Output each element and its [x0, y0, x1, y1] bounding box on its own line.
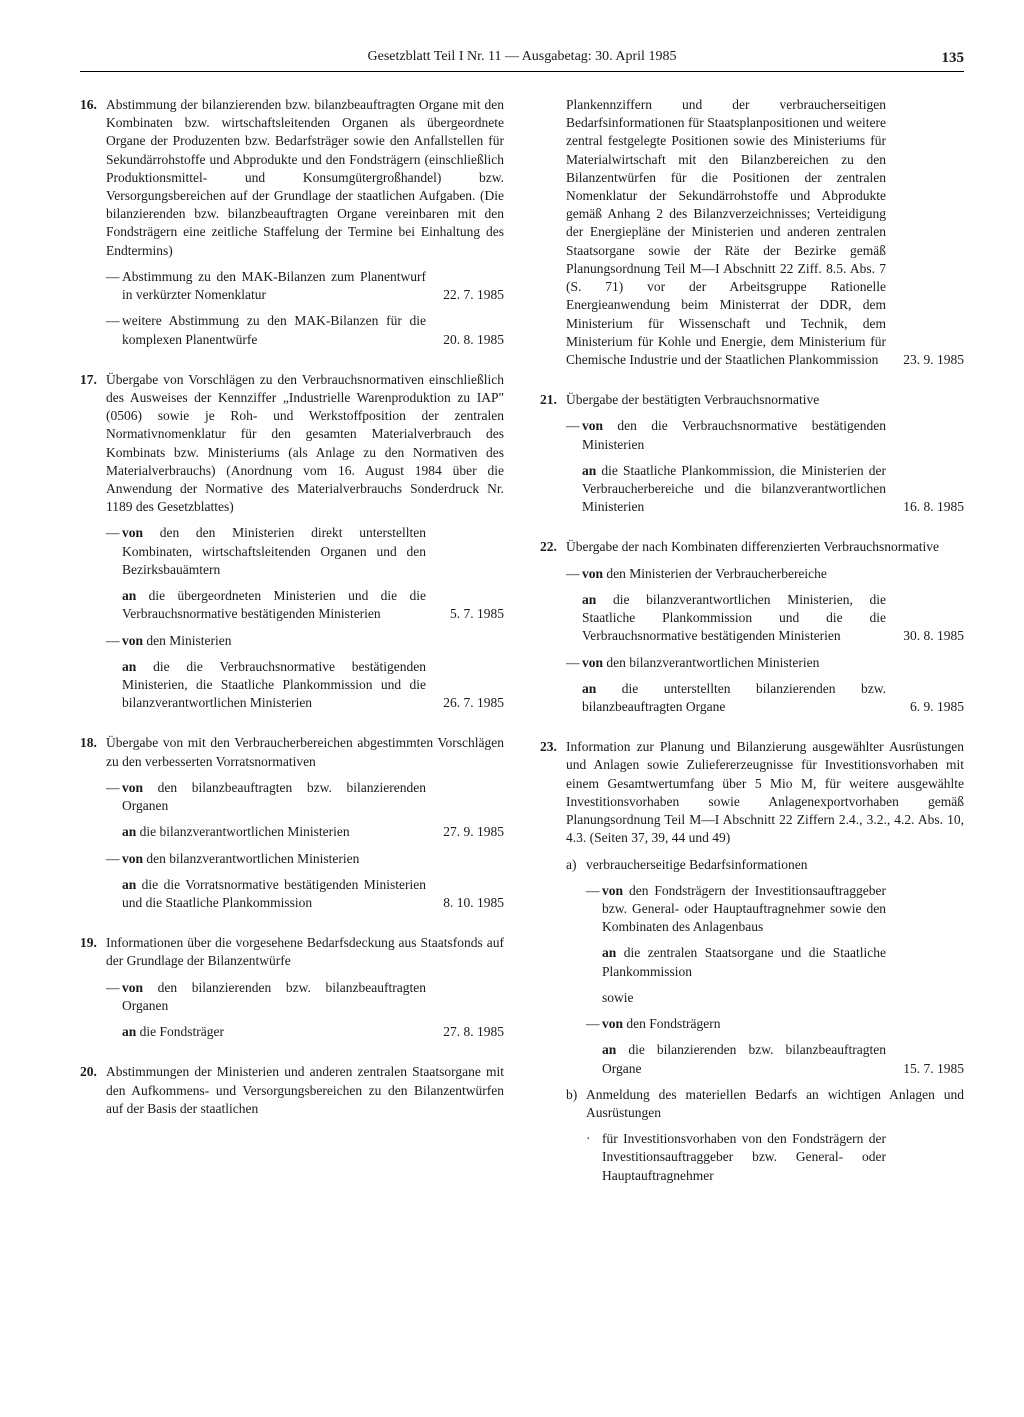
sub-text: von den bilanzierenden bzw. bilanzbeauft… — [122, 979, 426, 1042]
numbered-item: 23.Information zur Planung und Bilanzier… — [540, 738, 964, 1185]
sub-item: —von den Ministerienan die die Verbrauch… — [106, 632, 504, 713]
sub-text: weitere Abstimmung zu den MAK-Bilanzen f… — [122, 312, 426, 348]
sub-text: von den den Ministerien direkt unterstel… — [122, 524, 426, 623]
item-body: Abstimmung der bilanzierenden bzw. bilan… — [106, 96, 504, 349]
item-number: 22. — [540, 538, 566, 716]
sub-item: —von den bilanzbeauftragten bzw. bilanzi… — [106, 779, 504, 842]
sub-text: von den die Verbrauchsnormative bestätig… — [582, 417, 886, 516]
sub-text: von den Fondsträgernan die bilanzierende… — [602, 1015, 886, 1078]
header-title: Gesetzblatt Teil I Nr. 11 — Ausgabetag: … — [368, 48, 677, 67]
sub-item: —von den den Ministerien direkt unterste… — [106, 524, 504, 623]
letter-marker: a) — [566, 856, 586, 1078]
deadline-date: 22. 7. 1985 — [426, 286, 504, 304]
dash-marker: — — [106, 632, 122, 713]
dash-marker: — — [106, 850, 122, 913]
dash-marker: — — [566, 654, 582, 717]
deadline-date: 8. 10. 1985 — [426, 894, 504, 912]
sub-text: von den bilanzbeauftragten bzw. bilanzie… — [122, 779, 426, 842]
numbered-item: 17.Übergabe von Vorschlägen zu den Verbr… — [80, 371, 504, 713]
sub-text: Abstimmung zu den MAK-Bilanzen zum Plane… — [122, 268, 426, 304]
numbered-item: 16.Abstimmung der bilanzierenden bzw. bi… — [80, 96, 504, 349]
letter-marker: b) — [566, 1086, 586, 1185]
item-body: Übergabe von Vorschlägen zu den Verbrauc… — [106, 371, 504, 713]
deadline-date: 5. 7. 1985 — [426, 605, 504, 623]
content-columns: 16.Abstimmung der bilanzierenden bzw. bi… — [80, 96, 964, 1356]
numbered-item: 20.Abstimmungen der Ministerien und ande… — [80, 1063, 504, 1118]
sub-item: —Abstimmung zu den MAK-Bilanzen zum Plan… — [106, 268, 504, 304]
dash-marker: — — [106, 524, 122, 623]
item-number: 17. — [80, 371, 106, 713]
letter-item: b)Anmeldung des materiellen Bedarfs an w… — [566, 1086, 964, 1185]
sub-text: von den Ministerienan die die Verbrauchs… — [122, 632, 426, 713]
letter-body: verbraucherseitige Bedarfsinformationen—… — [586, 856, 964, 1078]
item-body: Informationen über die vorgesehene Bedar… — [106, 934, 504, 1041]
sub-item: —von den bilanzverantwortlichen Minister… — [566, 654, 964, 717]
dash-marker: — — [586, 882, 602, 1007]
letter-body: Anmeldung des materiellen Bedarfs an wic… — [586, 1086, 964, 1185]
sub-item: —von den Fondsträgern der Investitionsau… — [586, 882, 964, 1007]
deadline-date: 20. 8. 1985 — [426, 331, 504, 349]
letter-item: a)verbraucherseitige Bedarfsinformatione… — [566, 856, 964, 1078]
item-number: 19. — [80, 934, 106, 1041]
sub-text: von den bilanzverantwortlichen Ministeri… — [582, 654, 886, 717]
deadline-date: 16. 8. 1985 — [886, 498, 964, 516]
deadline-date: 30. 8. 1985 — [886, 627, 964, 645]
sub-text: für Investitionsvorhaben von den Fondstr… — [602, 1130, 886, 1185]
item-number: 20. — [80, 1063, 106, 1118]
deadline-date: 26. 7. 1985 — [426, 694, 504, 712]
sub-item: ·für Investitionsvorhaben von den Fondst… — [586, 1130, 964, 1185]
dash-marker: — — [106, 979, 122, 1042]
sub-item: —von den die Verbrauchsnormative bestäti… — [566, 417, 964, 516]
dash-marker: — — [586, 1015, 602, 1078]
dash-marker: — — [566, 565, 582, 646]
sub-item: —von den bilanzierenden bzw. bilanzbeauf… — [106, 979, 504, 1042]
deadline-date: 27. 9. 1985 — [426, 823, 504, 841]
item-number: 16. — [80, 96, 106, 349]
sub-item: —weitere Abstimmung zu den MAK-Bilanzen … — [106, 312, 504, 348]
page-number: 135 — [942, 48, 965, 68]
deadline-date: 15. 7. 1985 — [886, 1060, 964, 1078]
item-body: Übergabe der bestätigten Verbrauchsnorma… — [566, 391, 964, 516]
item-body: Abstimmungen der Ministerien und anderen… — [106, 1063, 504, 1118]
numbered-item: 21.Übergabe der bestätigten Verbrauchsno… — [540, 391, 964, 516]
item-body: Information zur Planung und Bilanzierung… — [566, 738, 964, 1185]
deadline-date: 6. 9. 1985 — [886, 698, 964, 716]
item-number: 18. — [80, 734, 106, 912]
dash-marker: — — [106, 268, 122, 304]
item-body: Übergabe von mit den Verbraucherbereiche… — [106, 734, 504, 912]
dash-marker: · — [586, 1130, 602, 1185]
deadline-date: 23. 9. 1985 — [886, 351, 964, 369]
dash-marker: — — [106, 312, 122, 348]
deadline-date: 27. 8. 1985 — [426, 1023, 504, 1041]
sub-text: von den Ministerien der Verbraucherberei… — [582, 565, 886, 646]
sub-text: von den Fondsträgern der Investitionsauf… — [602, 882, 886, 1007]
dash-marker: — — [566, 417, 582, 516]
dash-marker: — — [106, 779, 122, 842]
numbered-item: 22.Übergabe der nach Kombinaten differen… — [540, 538, 964, 716]
sub-item: —von den Ministerien der Verbraucherbere… — [566, 565, 964, 646]
item-number: 21. — [540, 391, 566, 516]
numbered-item: 19.Informationen über die vorgesehene Be… — [80, 934, 504, 1041]
numbered-item: 18.Übergabe von mit den Verbraucherberei… — [80, 734, 504, 912]
item-body: Plankennziffern und der verbraucherseiti… — [566, 96, 964, 369]
item-number: 23. — [540, 738, 566, 1185]
sub-item: —von den bilanzverantwortlichen Minister… — [106, 850, 504, 913]
page-header: Gesetzblatt Teil I Nr. 11 — Ausgabetag: … — [80, 48, 964, 72]
item-body: Übergabe der nach Kombinaten differenzie… — [566, 538, 964, 716]
sub-text: von den bilanzverantwortlichen Ministeri… — [122, 850, 426, 913]
sub-item: —von den Fondsträgernan die bilanzierend… — [586, 1015, 964, 1078]
numbered-item: 20.Plankennziffern und der verbraucherse… — [540, 96, 964, 369]
